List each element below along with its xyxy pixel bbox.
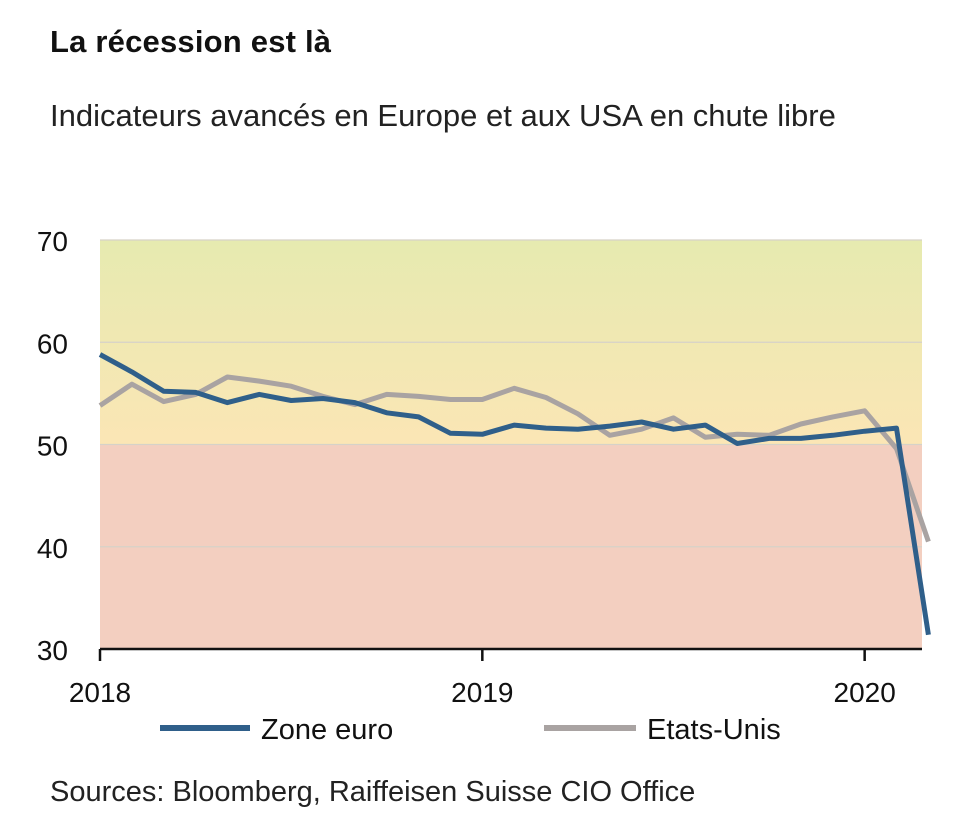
grid-lines (100, 239, 922, 548)
series-line-etats-unis (98, 374, 931, 543)
x-tick-label: 2020 (834, 677, 896, 708)
y-axis: 30 40 50 60 70 (37, 226, 68, 666)
x-tick-label: 2018 (69, 677, 131, 708)
chart-title: La récession est là (50, 24, 332, 59)
series-lines (98, 352, 931, 636)
series-line-zone-euro (98, 352, 931, 636)
chart-subtitle: Indicateurs avancés en Europe et aux USA… (50, 98, 836, 133)
y-tick-label: 50 (37, 431, 68, 462)
legend-label: Zone euro (261, 714, 393, 746)
source-note: Sources: Bloomberg, Raiffeisen Suisse CI… (50, 776, 696, 808)
y-tick-label: 40 (37, 533, 68, 564)
x-axis: 2018 2019 2020 (69, 647, 922, 708)
y-tick-label: 30 (37, 635, 68, 666)
legend-label: Etats-Unis (647, 714, 781, 746)
y-tick-label: 60 (37, 328, 68, 359)
y-tick-label: 70 (37, 226, 68, 257)
x-tick-label: 2019 (451, 677, 513, 708)
line-chart: 30 40 50 60 70 2018 2019 2020 Zone euro Etats-U… (37, 226, 931, 746)
legend: Zone euro Etats-Unis (160, 714, 781, 746)
